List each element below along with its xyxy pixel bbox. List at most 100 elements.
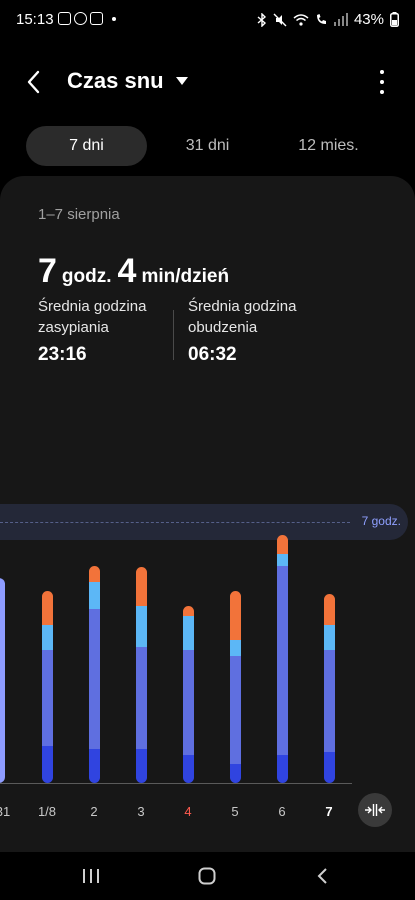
sleep-bar[interactable] (41, 590, 53, 783)
status-bar: 15:13 43% (0, 0, 415, 38)
instagram-icon (90, 12, 103, 25)
x-tick-label: 5 (231, 804, 239, 819)
hours-unit: godz. (61, 266, 112, 287)
chevron-left-icon (27, 70, 40, 94)
more-dot (380, 70, 384, 74)
home-icon (198, 867, 216, 885)
x-tick-label: 2 (90, 804, 98, 819)
back-nav-button[interactable] (308, 864, 338, 888)
bar-segment-awake (88, 566, 100, 582)
goal-label: 7 godz. (361, 514, 401, 528)
avg-wake-time: Średnia godzina obudzenia 06:32 (188, 296, 328, 366)
system-icons: 43% (257, 11, 399, 28)
bar-segment-rem (276, 553, 288, 566)
avg-wake-label: Średnia godzina obudzenia (188, 298, 297, 336)
bar-segment-rem (41, 624, 53, 650)
recent-apps-icon (83, 869, 99, 883)
bar-segment-awake (182, 606, 194, 616)
avg-bedtime-value: 23:16 (38, 344, 87, 365)
sleep-summary-card: 1–7 sierpnia 7 godz. 4 min/dzień Średnia… (0, 176, 415, 852)
bar-segment-deep (323, 751, 335, 783)
bar-segment-deep (135, 748, 147, 783)
sleep-bar[interactable] (0, 578, 5, 783)
bar-segment-cap (135, 567, 147, 573)
mute-icon (273, 13, 287, 26)
bar-segment-awake (276, 535, 288, 554)
title-dropdown[interactable]: Czas snu (67, 68, 188, 94)
x-tick-label: 31 (0, 804, 11, 819)
stat-divider (173, 310, 174, 360)
sleep-bar[interactable] (276, 535, 288, 783)
back-nav-icon (317, 868, 327, 884)
goal-line (0, 522, 350, 523)
tab-12-months[interactable]: 12 mies. (298, 137, 359, 154)
more-dot (380, 80, 384, 84)
sleep-bar[interactable] (135, 567, 147, 783)
bar-segment-deep (276, 755, 288, 783)
x-tick-label: 4 (184, 804, 192, 819)
wifi-call-icon (316, 14, 326, 24)
minutes-unit: min/dzień (141, 266, 230, 287)
average-sleep-duration: 7 godz. 4 min/dzień (38, 252, 229, 291)
bar-segment-deep (88, 748, 100, 783)
bar-segment-light (323, 649, 335, 752)
tab-31-days[interactable]: 31 dni (185, 137, 230, 154)
bar-segment-awake (229, 590, 241, 641)
bar-segment-awake (323, 593, 335, 625)
system-navigation-bar (0, 852, 415, 900)
x-tick-label: 6 (278, 804, 286, 819)
bluetooth-icon (257, 12, 266, 27)
bar-segment-rem (88, 581, 100, 610)
status-time: 15:13 (16, 11, 54, 28)
sleep-bar[interactable] (182, 606, 194, 783)
back-button[interactable] (22, 68, 48, 96)
bar-segment-awake (135, 572, 147, 607)
image-icon (58, 12, 71, 25)
more-notifications-dot (112, 16, 116, 21)
tab-7-days[interactable]: 7 dni (26, 126, 147, 166)
bar-segment-light (182, 649, 194, 756)
signal-icon (333, 13, 348, 26)
battery-percent: 43% (353, 11, 384, 28)
page-title: Czas snu (67, 68, 164, 93)
recent-apps-button[interactable] (76, 864, 106, 888)
collapse-chart-button[interactable] (358, 793, 392, 827)
bar-segment-light (276, 565, 288, 756)
x-tick-label: 3 (137, 804, 145, 819)
collapse-arrows-icon (365, 804, 385, 816)
avg-hours: 7 (38, 252, 57, 290)
sleep-bar[interactable] (88, 566, 100, 783)
avg-bedtime-label: Średnia godzina zasypiania (38, 298, 147, 336)
bar-segment-deep (182, 755, 194, 783)
wifi-icon (293, 14, 309, 26)
battery-icon (390, 12, 399, 27)
bar-segment-rem (135, 606, 147, 647)
period-tabs: 7 dni 31 dni 12 mies. (26, 126, 390, 166)
bar-segment-light (229, 655, 241, 765)
bar-segment-deep (229, 764, 241, 783)
home-button[interactable] (192, 864, 222, 888)
sleep-bar[interactable] (323, 593, 335, 783)
bar-segment-awake (41, 590, 53, 625)
bar-segment-rem (182, 615, 194, 650)
bar-segment-light (88, 609, 100, 749)
caret-down-icon (175, 77, 188, 85)
x-tick-label: 1/8 (37, 804, 57, 819)
app-header: Czas snu (0, 60, 415, 104)
more-dot (380, 90, 384, 94)
date-range: 1–7 sierpnia (38, 206, 120, 223)
avg-bedtime: Średnia godzina zasypiania 23:16 (38, 296, 178, 366)
x-axis-line (0, 783, 352, 784)
bar-segment-light (41, 649, 53, 746)
bar-segment-rem (229, 640, 241, 656)
more-options-button[interactable] (377, 70, 387, 94)
x-tick-label: 7 (325, 804, 333, 819)
bar-segment-light (135, 646, 147, 749)
sleep-bar[interactable] (229, 590, 241, 783)
whatsapp-icon (74, 12, 87, 25)
avg-minutes: 4 (117, 252, 137, 290)
bar-segment-rem (323, 624, 335, 650)
bar-segment-deep (41, 745, 53, 783)
avg-wake-value: 06:32 (188, 344, 237, 365)
notification-icons (58, 12, 116, 25)
